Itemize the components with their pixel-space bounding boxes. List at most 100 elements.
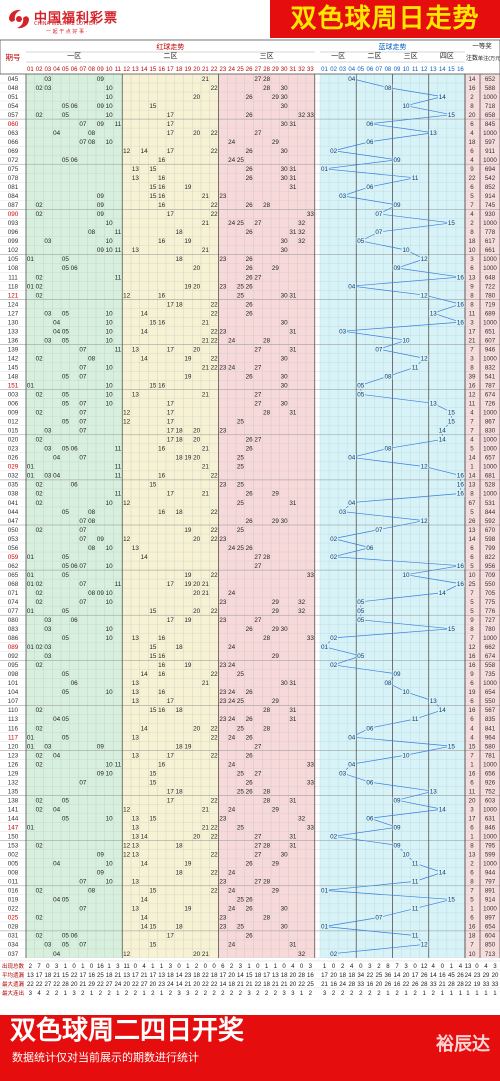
red-ball: 02 [36,283,44,290]
red-number-header: 12 [123,67,130,73]
blue-ball: 10 [403,103,411,110]
red-ball: 05 [62,563,70,570]
red-ball: 33 [307,761,315,768]
blue-ball: 14 [439,870,447,877]
prize-amount: 1000 [483,491,497,498]
red-ball: 08 [88,518,96,525]
prize-amount: 735 [485,671,496,678]
red-ball: 16 [158,157,166,164]
stats-value: 1 [247,963,251,970]
issue-number: 065 [8,572,19,579]
red-ball: 26 [246,274,254,281]
red-ball: 15 [149,382,157,389]
red-number-header: 05 [62,67,69,73]
red-ball: 10 [106,139,114,146]
red-ball: 07 [79,364,87,371]
blue-ball-bg [338,192,347,200]
red-ball: 24 [228,689,236,696]
red-ball: 25 [237,924,245,931]
stats-value: 3 [177,990,181,997]
stats-value: 2 [368,990,372,997]
red-ball: 31 [289,328,297,335]
blue-ball-bg [401,751,411,759]
stats-value: 17 [321,972,328,979]
blue-ball: 05 [357,599,365,606]
blue-ball: 08 [384,373,392,380]
red-ball: 15 [149,653,157,660]
red-number-header: 20 [193,67,200,73]
blue-ball: 13 [430,698,438,705]
blue-ball: 01 [321,924,329,931]
stats-value: 18 [254,972,261,979]
red-ball: 07 [79,419,87,426]
blue-ball: 13 [430,788,438,795]
stats-value: 4 [459,963,463,970]
red-ball: 16 [158,473,166,480]
red-ball: 22 [211,734,219,741]
red-ball: 11 [115,247,122,254]
prize-bets: 16 [469,707,476,714]
red-ball: 05 [62,401,70,408]
red-ball: 08 [88,888,96,895]
prize-amount: 541 [485,373,496,380]
red-ball: 20 [193,346,201,353]
prize-amount: 1000 [483,635,497,642]
red-ball: 08 [88,139,96,146]
stats-value: 27 [106,981,113,988]
issue-number: 015 [8,428,19,435]
red-ball: 33 [307,824,315,831]
stats-value: 25 [375,972,382,979]
prize-amount: 914 [485,897,496,904]
red-number-header: 08 [88,67,95,73]
red-ball: 32 [298,951,306,958]
blue-ball: 09 [394,824,402,831]
issue-number: 080 [8,617,19,624]
stats-value: 6 [221,963,225,970]
prize-amount: 832 [485,364,496,371]
prize-bets: 3 [470,319,474,326]
issue-number: 133 [8,328,19,335]
prize-amount: 607 [485,337,496,344]
stats-value: 2 [309,990,313,997]
red-ball: 24 [228,337,236,344]
red-ball: 30 [281,924,289,931]
prize-bets: 4 [470,410,474,417]
blue-ball-bg [401,246,411,254]
stats-value: 3 [368,963,372,970]
prize-amount: 631 [485,815,496,822]
red-ball: 04 [53,328,61,335]
red-ball: 30 [281,906,289,913]
red-ball: 29 [272,265,280,272]
blue-ball-bg [347,760,357,768]
red-ball: 05 [62,103,70,110]
stats-value: 15 [246,972,253,979]
stats-value: 36 [385,972,392,979]
prize-amount: 656 [485,770,496,777]
red-number-header: 10 [106,67,113,73]
prize-bets: 7 [470,942,474,949]
red-ball: 03 [44,473,52,480]
red-ball: 22 [211,870,219,877]
prize-bets: 16 [469,653,476,660]
issue-number: 121 [8,292,19,299]
blue-ball-bg [401,688,411,696]
red-ball: 22 [211,852,219,859]
red-ball: 30 [281,626,289,633]
blue-ball-bg [329,949,338,958]
blue-ball: 01 [321,166,329,173]
red-ball: 19 [184,355,192,362]
stats-value: 3 [323,990,327,997]
red-ball: 13 [132,346,140,353]
red-ball: 23 [219,599,227,606]
red-number-header: 16 [158,67,165,73]
issue-number: 032 [8,473,19,480]
red-ball: 21 [202,446,210,453]
red-ball: 27 [254,274,262,281]
red-ball: 02 [36,662,44,669]
red-ball: 07 [79,599,87,606]
blue-ball: 10 [403,852,411,859]
stats-value: 20 [193,981,200,988]
stats-value: 2 [204,990,208,997]
red-ball: 16 [158,707,166,714]
prize-amount: 1000 [483,94,497,101]
